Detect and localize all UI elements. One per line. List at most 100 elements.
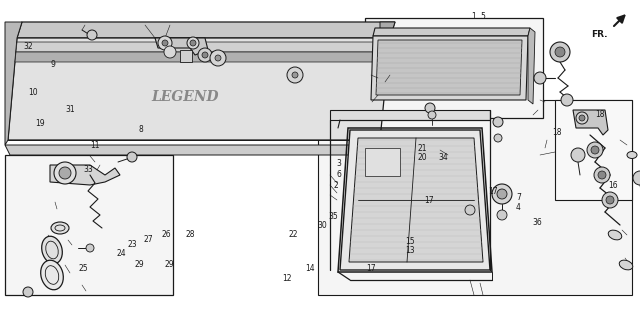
Circle shape xyxy=(606,196,614,204)
Ellipse shape xyxy=(620,260,633,270)
Text: 36: 36 xyxy=(532,218,543,227)
Polygon shape xyxy=(380,22,395,38)
Text: 19: 19 xyxy=(35,119,45,128)
Text: 3: 3 xyxy=(337,159,342,168)
Circle shape xyxy=(162,40,168,46)
Text: 23: 23 xyxy=(127,239,138,249)
Circle shape xyxy=(594,167,610,183)
Text: 8: 8 xyxy=(138,125,143,134)
Bar xyxy=(365,18,543,118)
Text: 27: 27 xyxy=(143,235,154,244)
Polygon shape xyxy=(371,36,528,100)
Circle shape xyxy=(633,171,640,185)
Circle shape xyxy=(493,117,503,127)
Text: 13: 13 xyxy=(404,246,415,255)
Circle shape xyxy=(465,205,475,215)
Text: 14: 14 xyxy=(305,264,316,273)
Text: 6: 6 xyxy=(337,170,342,179)
Text: 17: 17 xyxy=(488,187,498,196)
Circle shape xyxy=(187,37,199,49)
Bar xyxy=(365,148,400,176)
Circle shape xyxy=(425,103,435,113)
Circle shape xyxy=(164,46,176,58)
Polygon shape xyxy=(155,38,208,55)
Text: 20: 20 xyxy=(417,153,428,162)
Circle shape xyxy=(497,210,507,220)
Circle shape xyxy=(534,72,546,84)
Circle shape xyxy=(202,52,208,58)
Text: FR.: FR. xyxy=(591,30,608,39)
Circle shape xyxy=(87,30,97,40)
Text: 26: 26 xyxy=(161,230,172,239)
Circle shape xyxy=(215,55,221,61)
Circle shape xyxy=(59,167,71,179)
Text: 9: 9 xyxy=(51,60,56,70)
Polygon shape xyxy=(318,100,632,295)
Text: 16: 16 xyxy=(608,181,618,190)
Circle shape xyxy=(287,67,303,83)
Circle shape xyxy=(550,42,570,62)
Ellipse shape xyxy=(41,260,63,290)
Circle shape xyxy=(561,94,573,106)
Text: 15: 15 xyxy=(404,236,415,246)
Bar xyxy=(5,155,173,295)
Text: 28: 28 xyxy=(186,230,195,239)
Text: 1: 1 xyxy=(471,12,476,22)
Text: 30: 30 xyxy=(317,221,328,230)
Polygon shape xyxy=(349,138,483,262)
Text: 11: 11 xyxy=(90,141,99,150)
Text: 2: 2 xyxy=(333,181,339,190)
Polygon shape xyxy=(573,110,608,135)
Polygon shape xyxy=(16,42,390,52)
Circle shape xyxy=(602,192,618,208)
Bar xyxy=(180,50,192,62)
Polygon shape xyxy=(8,38,390,140)
Text: 35: 35 xyxy=(328,212,338,221)
Text: 22: 22 xyxy=(289,230,298,239)
Text: 25: 25 xyxy=(78,264,88,273)
Circle shape xyxy=(555,47,565,57)
Circle shape xyxy=(497,189,507,199)
Ellipse shape xyxy=(627,151,637,159)
Polygon shape xyxy=(5,145,380,155)
Polygon shape xyxy=(15,52,389,62)
Circle shape xyxy=(54,162,76,184)
Text: 17: 17 xyxy=(424,196,434,205)
Text: 29: 29 xyxy=(134,260,145,269)
Circle shape xyxy=(210,50,226,66)
Circle shape xyxy=(292,72,298,78)
Ellipse shape xyxy=(608,230,621,240)
Circle shape xyxy=(598,171,606,179)
Polygon shape xyxy=(330,110,490,120)
Polygon shape xyxy=(5,22,22,145)
Text: 10: 10 xyxy=(28,88,38,97)
Polygon shape xyxy=(17,22,395,38)
Polygon shape xyxy=(50,165,120,185)
Circle shape xyxy=(576,112,588,124)
Text: 12: 12 xyxy=(282,273,291,283)
Polygon shape xyxy=(340,130,490,270)
Circle shape xyxy=(86,244,94,252)
Circle shape xyxy=(428,111,436,119)
Bar xyxy=(555,100,632,200)
Circle shape xyxy=(587,142,603,158)
Circle shape xyxy=(158,36,172,50)
Ellipse shape xyxy=(42,236,62,264)
Text: 21: 21 xyxy=(418,144,427,153)
Text: 33: 33 xyxy=(83,165,93,175)
Circle shape xyxy=(591,146,599,154)
Circle shape xyxy=(494,134,502,142)
Circle shape xyxy=(198,48,212,62)
Polygon shape xyxy=(528,28,535,104)
Text: 5: 5 xyxy=(481,12,486,22)
Circle shape xyxy=(127,152,137,162)
Text: 18: 18 xyxy=(596,110,605,119)
Text: 29: 29 xyxy=(164,260,175,269)
Polygon shape xyxy=(376,40,522,95)
Text: 7: 7 xyxy=(516,193,521,202)
Circle shape xyxy=(571,148,585,162)
Text: 17: 17 xyxy=(366,264,376,273)
Text: 24: 24 xyxy=(116,249,127,258)
Polygon shape xyxy=(373,28,530,36)
Circle shape xyxy=(23,287,33,297)
